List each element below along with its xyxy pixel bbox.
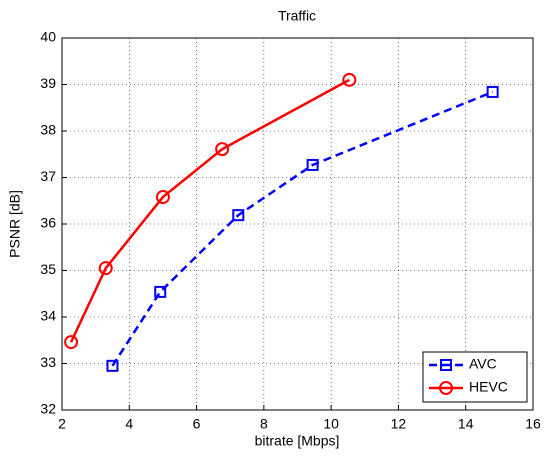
marker [342,72,357,87]
x-tick-label: 10 [323,416,339,432]
y-tick-label: 33 [40,354,56,370]
marker [98,261,113,276]
plot-frame [61,37,534,411]
y-tick-label: 40 [40,29,56,45]
marker [64,335,79,350]
x-tick-label: 14 [458,416,474,432]
marker [306,158,319,171]
marker [155,190,170,205]
marker [215,142,230,157]
x-tick-label: 12 [391,416,407,432]
x-tick-label: 16 [525,416,541,432]
series-line [69,78,350,343]
x-tick-label: 8 [260,416,268,432]
y-tick-label: 35 [40,261,56,277]
x-tick-label: 4 [125,416,133,432]
chart-title: Traffic [278,8,316,24]
marker [486,85,499,98]
legend-marker [439,381,453,395]
y-tick-label: 38 [40,122,56,138]
legend-label: AVC [469,356,497,372]
legend: AVC HEVC [422,351,528,403]
marker [232,209,245,222]
x-tick-label: 6 [193,416,201,432]
marker [154,285,167,298]
y-tick-label: 39 [40,75,56,91]
x-axis-label: bitrate [Mbps] [255,433,340,449]
legend-label: HEVC [469,379,508,395]
marker [106,359,119,372]
y-tick-label: 32 [40,401,56,417]
y-tick-label: 37 [40,168,56,184]
y-tick-label: 34 [40,308,56,324]
series-line [111,90,494,367]
legend-marker [440,359,452,371]
y-axis-label: PSNR [dB] [7,190,23,258]
x-tick-label: 2 [58,416,66,432]
y-tick-label: 36 [40,215,56,231]
